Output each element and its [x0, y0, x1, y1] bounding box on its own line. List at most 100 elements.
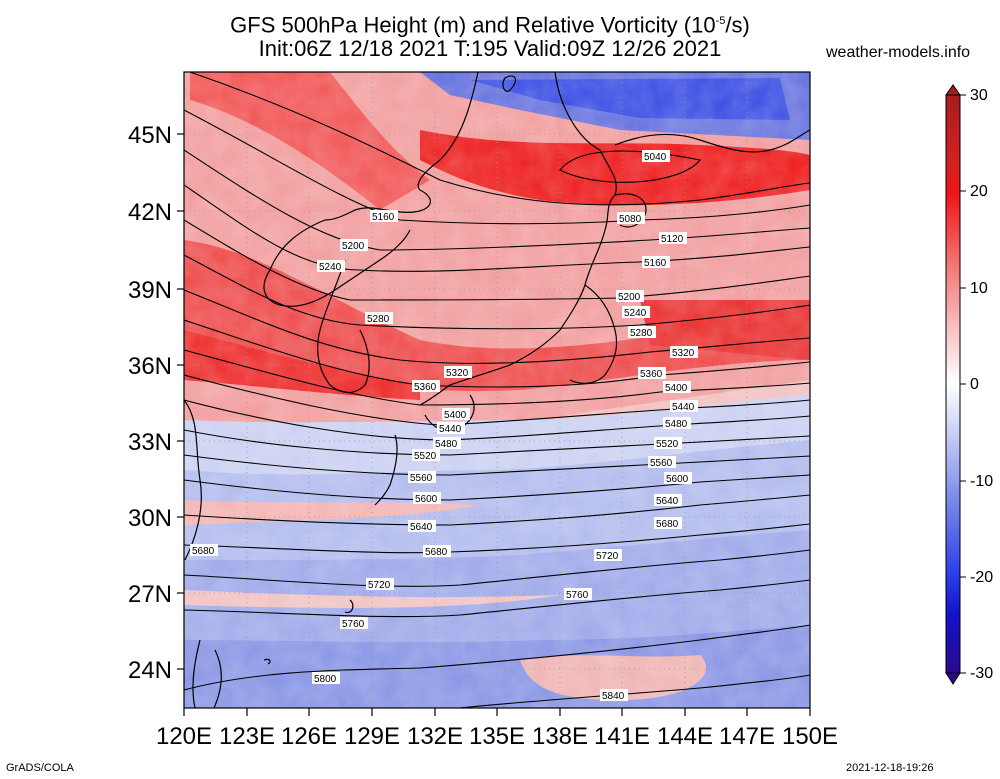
- svg-text:5320: 5320: [446, 368, 469, 379]
- contour-label: 5760: [564, 588, 592, 601]
- contour-label: 5480: [433, 437, 461, 450]
- lon-label-120e: 120E: [156, 723, 212, 750]
- lon-label-126e: 126E: [281, 723, 337, 750]
- contour-label: 5720: [594, 549, 622, 562]
- contour-label: 5600: [664, 472, 692, 485]
- colorbar-top-arrow: [945, 84, 961, 96]
- lon-label-123e: 123E: [219, 723, 275, 750]
- svg-text:5600: 5600: [415, 494, 438, 505]
- lat-label-30n: 30N: [128, 505, 172, 532]
- svg-text:5640: 5640: [410, 522, 433, 533]
- chart-title-line2: Init:06Z 12/18 2021 T:195 Valid:09Z 12/2…: [258, 36, 722, 61]
- svg-text:5760: 5760: [566, 590, 589, 601]
- svg-text:5520: 5520: [414, 451, 437, 462]
- svg-text:5600: 5600: [666, 474, 689, 485]
- contour-label: 5040: [642, 150, 670, 163]
- svg-text:5520: 5520: [656, 439, 679, 450]
- svg-text:5240: 5240: [624, 308, 647, 319]
- colorbar-tick-label: -30: [970, 665, 993, 682]
- contour-label: 5320: [444, 366, 472, 379]
- contour-label: 5200: [616, 290, 644, 303]
- svg-text:5680: 5680: [656, 519, 679, 530]
- contour-label: 5080: [617, 212, 645, 225]
- svg-text:5480: 5480: [435, 439, 458, 450]
- contour-label: 5360: [412, 380, 440, 393]
- svg-text:5360: 5360: [640, 369, 663, 380]
- svg-text:5720: 5720: [596, 551, 619, 562]
- svg-text:5200: 5200: [618, 292, 641, 303]
- contour-labels: 5040 5080 5120 5160 5200 5240 5280 5320 …: [190, 150, 698, 702]
- svg-text:5280: 5280: [367, 314, 390, 325]
- svg-text:5640: 5640: [656, 496, 679, 507]
- lon-label-138e: 138E: [532, 723, 588, 750]
- lon-label-141e: 141E: [594, 723, 650, 750]
- contour-label: 5560: [408, 471, 436, 484]
- svg-text:5840: 5840: [602, 691, 625, 702]
- contour-label: 5680: [423, 545, 451, 558]
- svg-text:5480: 5480: [665, 419, 688, 430]
- lat-label-36n: 36N: [128, 353, 172, 380]
- lon-label-147e: 147E: [719, 723, 775, 750]
- svg-text:5720: 5720: [368, 580, 391, 591]
- contour-label: 5520: [412, 449, 440, 462]
- colorbar-tick-label: 30: [970, 87, 988, 104]
- contour-label: 5240: [622, 306, 650, 319]
- contour-label: 5360: [638, 367, 666, 380]
- longitude-labels: 120E 123E 126E 129E 132E 135E 138E 141E …: [156, 723, 838, 750]
- svg-text:5160: 5160: [644, 258, 667, 269]
- contour-label: 5760: [340, 617, 368, 630]
- axis-ticks: [177, 133, 811, 716]
- lon-label-135e: 135E: [469, 723, 525, 750]
- contour-label: 5600: [413, 492, 441, 505]
- lon-label-129e: 129E: [344, 723, 400, 750]
- colorbar-tick-label: 10: [970, 280, 988, 297]
- svg-text:5680: 5680: [192, 546, 215, 557]
- svg-text:5360: 5360: [414, 382, 437, 393]
- contour-label: 5520: [654, 437, 682, 450]
- contour-label: 5400: [442, 408, 470, 421]
- svg-text:5400: 5400: [444, 410, 467, 421]
- colorbar: 30 20 10 0 -10 -20 -30: [945, 84, 993, 685]
- contour-label: 5200: [340, 239, 368, 252]
- colorbar-bar: [945, 94, 961, 674]
- svg-text:5800: 5800: [314, 674, 337, 685]
- contour-label: 5160: [642, 256, 670, 269]
- svg-text:5680: 5680: [425, 547, 448, 558]
- contour-label: 5160: [370, 210, 398, 223]
- lat-label-24n: 24N: [128, 657, 172, 684]
- svg-text:5760: 5760: [342, 619, 365, 630]
- lat-label-45n: 45N: [128, 122, 172, 149]
- svg-text:5560: 5560: [410, 473, 433, 484]
- height-contours: [184, 72, 810, 708]
- contour-label: 5240: [317, 260, 345, 273]
- contour-label: 5440: [670, 400, 698, 413]
- contour-label: 5840: [600, 689, 628, 702]
- colorbar-tick-label: 20: [970, 183, 988, 200]
- colorbar-tick-label: 0: [970, 376, 979, 393]
- contour-label: 5560: [648, 456, 676, 469]
- lat-label-39n: 39N: [128, 277, 172, 304]
- lat-label-42n: 42N: [128, 199, 172, 226]
- svg-text:5440: 5440: [672, 402, 695, 413]
- lon-label-132e: 132E: [407, 723, 463, 750]
- footer-timestamp: 2021-12-18-19:26: [846, 762, 934, 774]
- contour-label: 5800: [312, 672, 340, 685]
- site-watermark: weather-models.info: [826, 44, 971, 61]
- contour-label: 5440: [437, 422, 465, 435]
- lat-label-27n: 27N: [128, 581, 172, 608]
- contour-label: 5640: [654, 494, 682, 507]
- contour-label: 5640: [408, 520, 436, 533]
- svg-text:5280: 5280: [630, 328, 653, 339]
- lat-label-33n: 33N: [128, 429, 172, 456]
- coastlines: [184, 72, 810, 708]
- svg-text:5160: 5160: [372, 212, 395, 223]
- contour-label: 5320: [670, 346, 698, 359]
- svg-text:5320: 5320: [672, 348, 695, 359]
- svg-text:5240: 5240: [319, 262, 342, 273]
- contour-label: 5480: [663, 417, 691, 430]
- colorbar-tick-label: -10: [970, 473, 993, 490]
- colorbar-tick-label: -20: [970, 569, 993, 586]
- lon-label-144e: 144E: [657, 723, 713, 750]
- contour-label: 5720: [366, 578, 394, 591]
